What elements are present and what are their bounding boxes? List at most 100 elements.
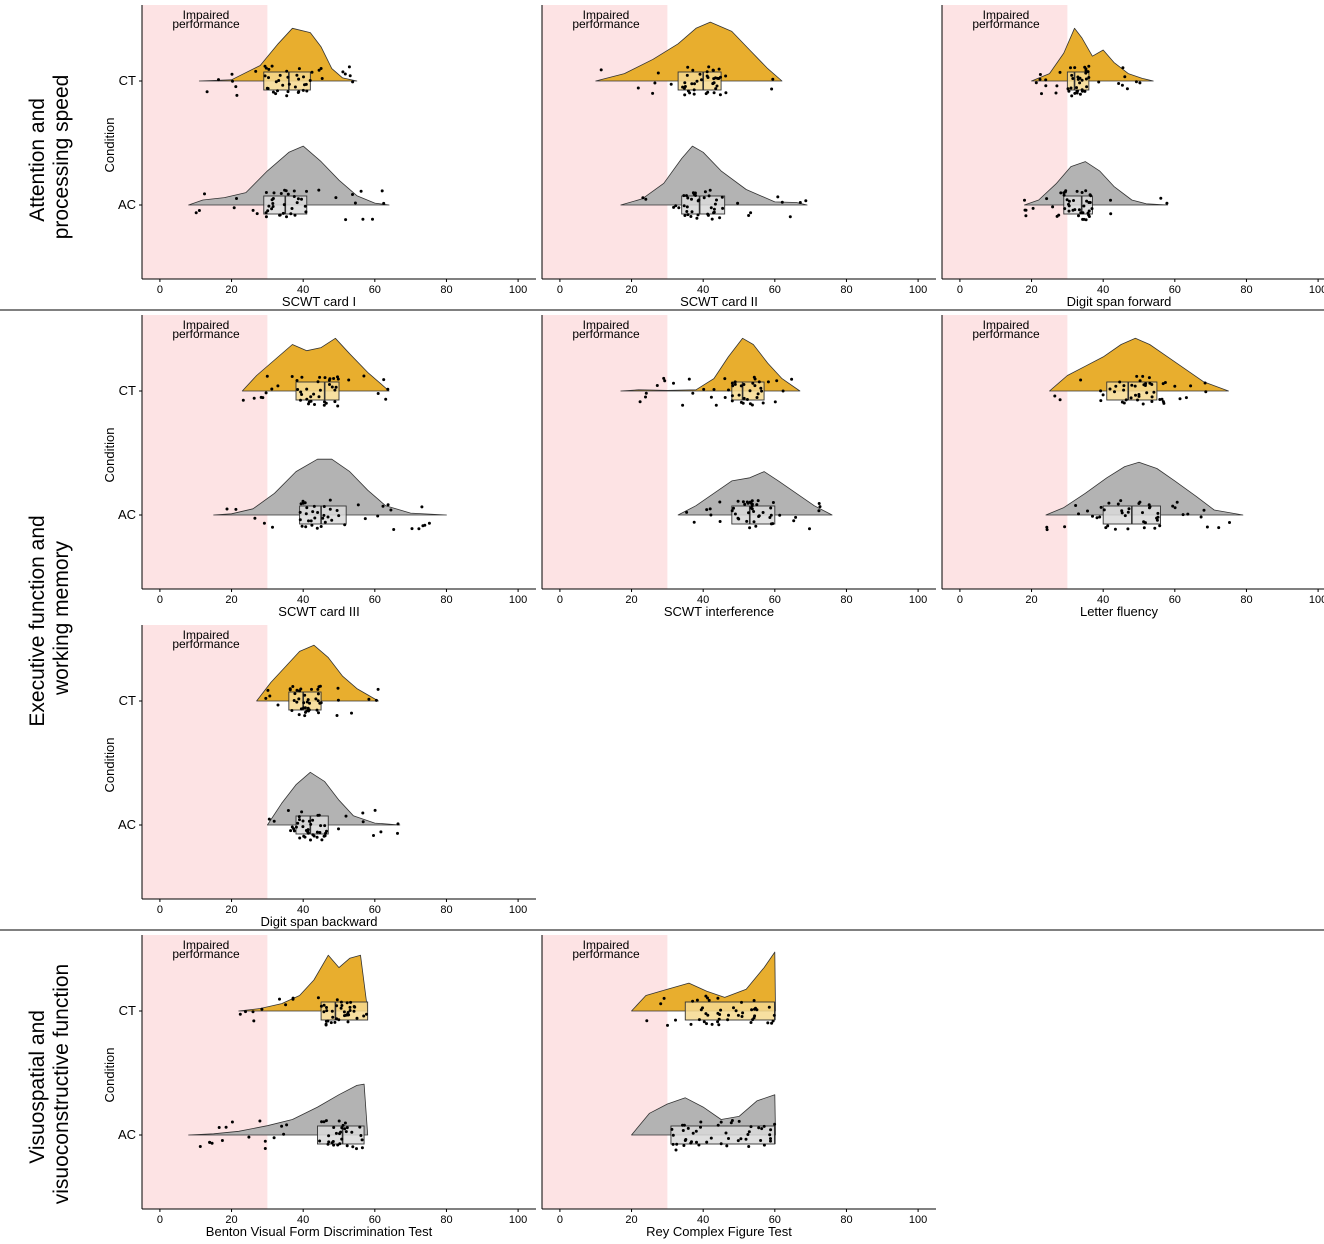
data-point xyxy=(292,195,296,198)
data-point xyxy=(339,1130,343,1134)
data-point xyxy=(1145,391,1149,395)
data-point xyxy=(1058,398,1062,402)
data-point xyxy=(762,1143,766,1147)
data-point xyxy=(379,830,383,834)
data-point xyxy=(230,72,234,76)
data-point xyxy=(282,203,286,207)
data-point xyxy=(746,1133,750,1136)
data-point xyxy=(1159,196,1163,200)
data-point xyxy=(1076,89,1079,93)
data-point xyxy=(688,91,692,95)
data-point xyxy=(292,189,296,193)
data-point xyxy=(1078,76,1082,80)
data-point xyxy=(1199,515,1203,519)
data-point xyxy=(757,380,761,384)
data-point xyxy=(736,499,740,503)
x-tick-label: 20 xyxy=(225,284,237,296)
data-point xyxy=(1063,190,1067,194)
impaired-band xyxy=(142,5,268,279)
x-tick-label: 20 xyxy=(1025,594,1037,606)
data-point xyxy=(1137,394,1141,398)
data-point xyxy=(299,398,302,402)
data-point xyxy=(1099,505,1103,509)
data-point xyxy=(253,516,257,520)
data-point xyxy=(685,205,689,209)
data-point xyxy=(770,87,774,91)
data-point xyxy=(740,1000,743,1004)
data-point xyxy=(682,1123,686,1127)
data-point xyxy=(316,687,320,691)
data-point xyxy=(794,515,798,519)
data-point xyxy=(322,1120,326,1124)
data-point xyxy=(1045,528,1049,532)
data-point xyxy=(335,998,339,1002)
data-point xyxy=(295,73,299,77)
data-point xyxy=(1147,376,1151,380)
y-axis-title: Condition xyxy=(102,1048,117,1103)
data-point xyxy=(747,511,750,515)
data-point xyxy=(762,1124,766,1128)
data-point xyxy=(267,76,270,80)
data-point xyxy=(264,191,268,194)
data-point xyxy=(691,1131,695,1135)
data-point xyxy=(308,79,312,82)
data-point xyxy=(298,518,302,522)
data-point xyxy=(333,388,337,392)
data-point xyxy=(232,206,236,210)
data-point xyxy=(1156,511,1160,515)
data-point xyxy=(714,87,718,91)
data-point xyxy=(350,1130,354,1134)
data-point xyxy=(687,377,691,381)
data-point xyxy=(1204,390,1208,394)
data-point xyxy=(252,396,256,400)
data-point xyxy=(266,209,270,213)
data-point xyxy=(317,68,321,72)
data-point xyxy=(320,838,324,842)
y-tick-label: CT xyxy=(119,693,136,708)
data-point xyxy=(386,387,390,391)
data-point xyxy=(1038,77,1042,81)
data-point xyxy=(712,77,716,81)
data-point xyxy=(224,1125,228,1129)
data-point xyxy=(297,815,301,819)
data-point xyxy=(1125,87,1129,91)
data-point xyxy=(309,395,313,399)
data-point xyxy=(329,1021,333,1025)
data-point xyxy=(334,1131,338,1135)
data-point xyxy=(766,1021,770,1025)
data-point xyxy=(1067,209,1071,213)
data-point xyxy=(338,1142,342,1146)
x-tick-label: 100 xyxy=(1309,594,1324,606)
data-point xyxy=(748,402,752,406)
data-point xyxy=(1088,201,1092,204)
data-point xyxy=(709,513,713,517)
data-point xyxy=(320,1120,324,1124)
x-tick-label: 100 xyxy=(909,284,927,296)
data-point xyxy=(305,709,309,713)
data-point xyxy=(1077,208,1081,212)
data-point xyxy=(270,387,274,391)
data-point xyxy=(332,1126,336,1129)
data-point xyxy=(705,508,709,512)
data-point xyxy=(255,212,259,216)
data-point xyxy=(352,1009,356,1013)
data-point xyxy=(380,189,384,193)
section-label-attention: Attention and processing speed xyxy=(26,75,73,240)
data-point xyxy=(322,513,326,517)
data-point xyxy=(1114,384,1118,388)
data-point xyxy=(315,830,319,834)
x-tick-label: 0 xyxy=(557,594,563,606)
data-point xyxy=(264,215,268,219)
data-point xyxy=(663,379,667,383)
data-point xyxy=(724,91,728,95)
data-point xyxy=(669,82,673,86)
data-point xyxy=(345,1144,349,1148)
data-point xyxy=(324,1022,328,1026)
data-point xyxy=(258,1119,262,1123)
data-point xyxy=(725,1144,729,1148)
data-point xyxy=(1084,189,1088,193)
data-point xyxy=(671,1142,675,1146)
data-point xyxy=(278,997,281,1001)
